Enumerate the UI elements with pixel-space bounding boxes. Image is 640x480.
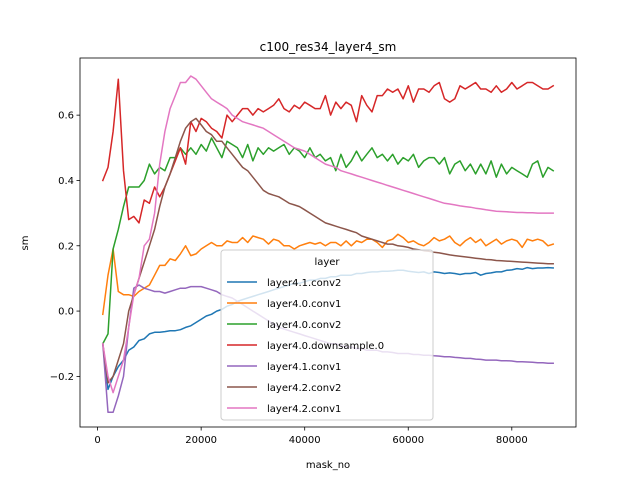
y-tick-label: 0.4 (58, 176, 74, 187)
x-axis: 0 20000 40000 60000 80000 (94, 427, 528, 446)
x-tick-label: 80000 (496, 435, 528, 446)
legend-label: layer4.0.conv1 (267, 299, 341, 310)
x-tick-label: 40000 (289, 435, 321, 446)
legend-label: layer4.2.conv2 (267, 383, 341, 394)
series-line-layer4-0-downsample-0 (101, 78, 555, 224)
series-layer (101, 75, 555, 414)
plot-area-frame (79, 57, 577, 428)
legend-label: layer4.0.conv2 (267, 320, 341, 331)
legend-box (220, 249, 434, 421)
y-tick-label: 0.0 (58, 307, 74, 318)
y-tick-label: 0.6 (58, 111, 74, 122)
x-tick-label: 60000 (392, 435, 424, 446)
x-axis-label: mask_no (306, 460, 350, 471)
legend-label: layer4.0.downsample.0 (267, 341, 384, 352)
legend-label: layer4.1.conv2 (267, 278, 341, 289)
y-axis-label: sm (20, 236, 31, 251)
x-tick-label: 0 (94, 435, 100, 446)
legend-title: layer (314, 257, 340, 268)
chart-title: c100_res34_layer4_sm (260, 40, 397, 54)
legend-items: layer4.1.conv2 layer4.0.conv1 layer4.0.con… (227, 278, 384, 415)
series-line-layer4-2-conv1 (101, 75, 554, 394)
y-tick-label: −0.2 (50, 372, 74, 383)
legend-label: layer4.2.conv1 (267, 404, 341, 415)
x-tick-label: 20000 (185, 435, 217, 446)
y-tick-label: 0.2 (58, 241, 74, 252)
y-axis: −0.2 0.0 0.2 0.4 0.6 (50, 111, 80, 383)
series-line-layer4-0-conv1 (101, 233, 555, 316)
legend-label: layer4.1.conv1 (267, 362, 341, 373)
legend: layer layer4.1.conv2layer4.0.conv1layer4… (220, 249, 434, 421)
series-line-layer4-2-conv2 (101, 117, 554, 384)
